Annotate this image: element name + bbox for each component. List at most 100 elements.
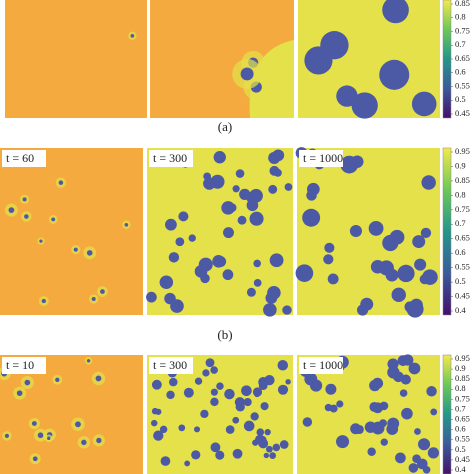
droplet xyxy=(284,183,293,191)
droplet xyxy=(391,287,406,303)
droplet xyxy=(371,421,385,435)
droplet xyxy=(234,397,245,408)
colorbar-tick-label: 0.85 xyxy=(455,0,470,8)
droplet xyxy=(397,264,415,283)
droplet xyxy=(194,377,203,385)
droplet xyxy=(183,387,194,398)
panel-label: t = 300 xyxy=(153,151,187,165)
colorbar-tick-label: 0.55 xyxy=(455,262,470,272)
droplet xyxy=(256,428,265,437)
droplet xyxy=(235,169,245,178)
droplet xyxy=(24,379,31,386)
droplet xyxy=(426,386,437,397)
droplet xyxy=(302,417,313,427)
colorbar-tick-label: 0.5 xyxy=(455,276,466,286)
panel xyxy=(0,148,143,315)
droplet xyxy=(166,390,175,400)
droplet xyxy=(194,265,208,278)
droplet xyxy=(31,421,37,426)
droplet xyxy=(210,442,221,453)
droplet xyxy=(269,452,277,459)
droplet xyxy=(402,354,414,366)
droplet xyxy=(414,428,421,435)
panel-label-box xyxy=(299,357,343,374)
colorbar-tick-label: 0.75 xyxy=(455,204,470,214)
panel-label: t = 1000 xyxy=(303,151,343,165)
droplet xyxy=(367,447,376,456)
droplet xyxy=(175,237,185,247)
droplet xyxy=(232,185,240,193)
droplet xyxy=(395,452,406,464)
droplet xyxy=(210,388,218,396)
droplet xyxy=(379,401,389,411)
droplet xyxy=(243,397,252,407)
droplet xyxy=(265,292,278,304)
droplet xyxy=(269,253,284,268)
droplet xyxy=(150,419,158,427)
droplet xyxy=(264,428,271,436)
panel xyxy=(0,355,143,474)
panel-label: t = 60 xyxy=(6,151,34,165)
droplet xyxy=(191,450,201,460)
droplet xyxy=(340,155,359,174)
panel-label-box xyxy=(299,150,343,167)
colorbar-tick-label: 0.6 xyxy=(455,424,466,434)
colorbar-tick-label: 0.5 xyxy=(455,94,466,104)
droplet xyxy=(412,235,426,249)
droplet xyxy=(427,447,440,459)
droplet xyxy=(430,408,438,416)
panel xyxy=(297,148,440,315)
droplet xyxy=(349,224,363,238)
droplet xyxy=(225,425,235,434)
colorbar-tick-label: 0.75 xyxy=(455,393,470,403)
droplet xyxy=(329,404,338,413)
droplet xyxy=(178,211,189,222)
droplet xyxy=(327,273,339,285)
colorbar-tick-label: 0.45 xyxy=(455,108,470,118)
droplet xyxy=(277,384,289,395)
colorbar-tick-label: 0.6 xyxy=(455,67,466,77)
droplet xyxy=(389,229,405,245)
droplet xyxy=(324,242,335,253)
droplet xyxy=(210,397,219,407)
droplet xyxy=(37,432,44,439)
droplet xyxy=(47,436,51,441)
droplet xyxy=(282,305,292,315)
droplet xyxy=(168,252,180,263)
droplet xyxy=(336,435,350,449)
droplet xyxy=(4,433,10,439)
colorbar-tick-label: 0.8 xyxy=(455,189,466,199)
droplet xyxy=(268,184,278,194)
colorbar xyxy=(442,147,452,316)
colorbar-tick-label: 0.95 xyxy=(455,146,470,156)
droplet xyxy=(325,383,337,395)
droplet xyxy=(184,460,191,467)
droplet xyxy=(419,274,430,285)
droplet xyxy=(96,437,102,444)
droplet xyxy=(170,299,184,313)
droplet xyxy=(159,425,168,434)
droplet xyxy=(386,423,399,435)
droplet xyxy=(401,407,413,420)
droplet xyxy=(304,46,333,75)
droplet xyxy=(422,465,431,474)
droplet xyxy=(260,402,269,411)
droplet xyxy=(222,269,234,281)
colorbar-tick-label: 0.9 xyxy=(455,160,466,170)
colorbar-tick-label: 0.85 xyxy=(455,373,470,383)
droplet xyxy=(86,359,91,363)
droplet xyxy=(215,450,225,460)
droplet xyxy=(221,201,235,215)
colorbar-tick-label: 0.55 xyxy=(455,80,470,90)
colorbar-tick-label: 0.7 xyxy=(455,39,466,49)
panel-label: t = 1000 xyxy=(303,358,343,372)
droplet xyxy=(91,296,96,301)
colorbar-tick-label: 0.75 xyxy=(455,25,470,35)
droplet xyxy=(336,85,358,107)
droplet xyxy=(241,385,252,396)
droplet xyxy=(210,366,218,374)
droplet xyxy=(224,388,235,400)
row-caption: (a) xyxy=(218,119,232,134)
panel-label-box xyxy=(2,357,46,374)
